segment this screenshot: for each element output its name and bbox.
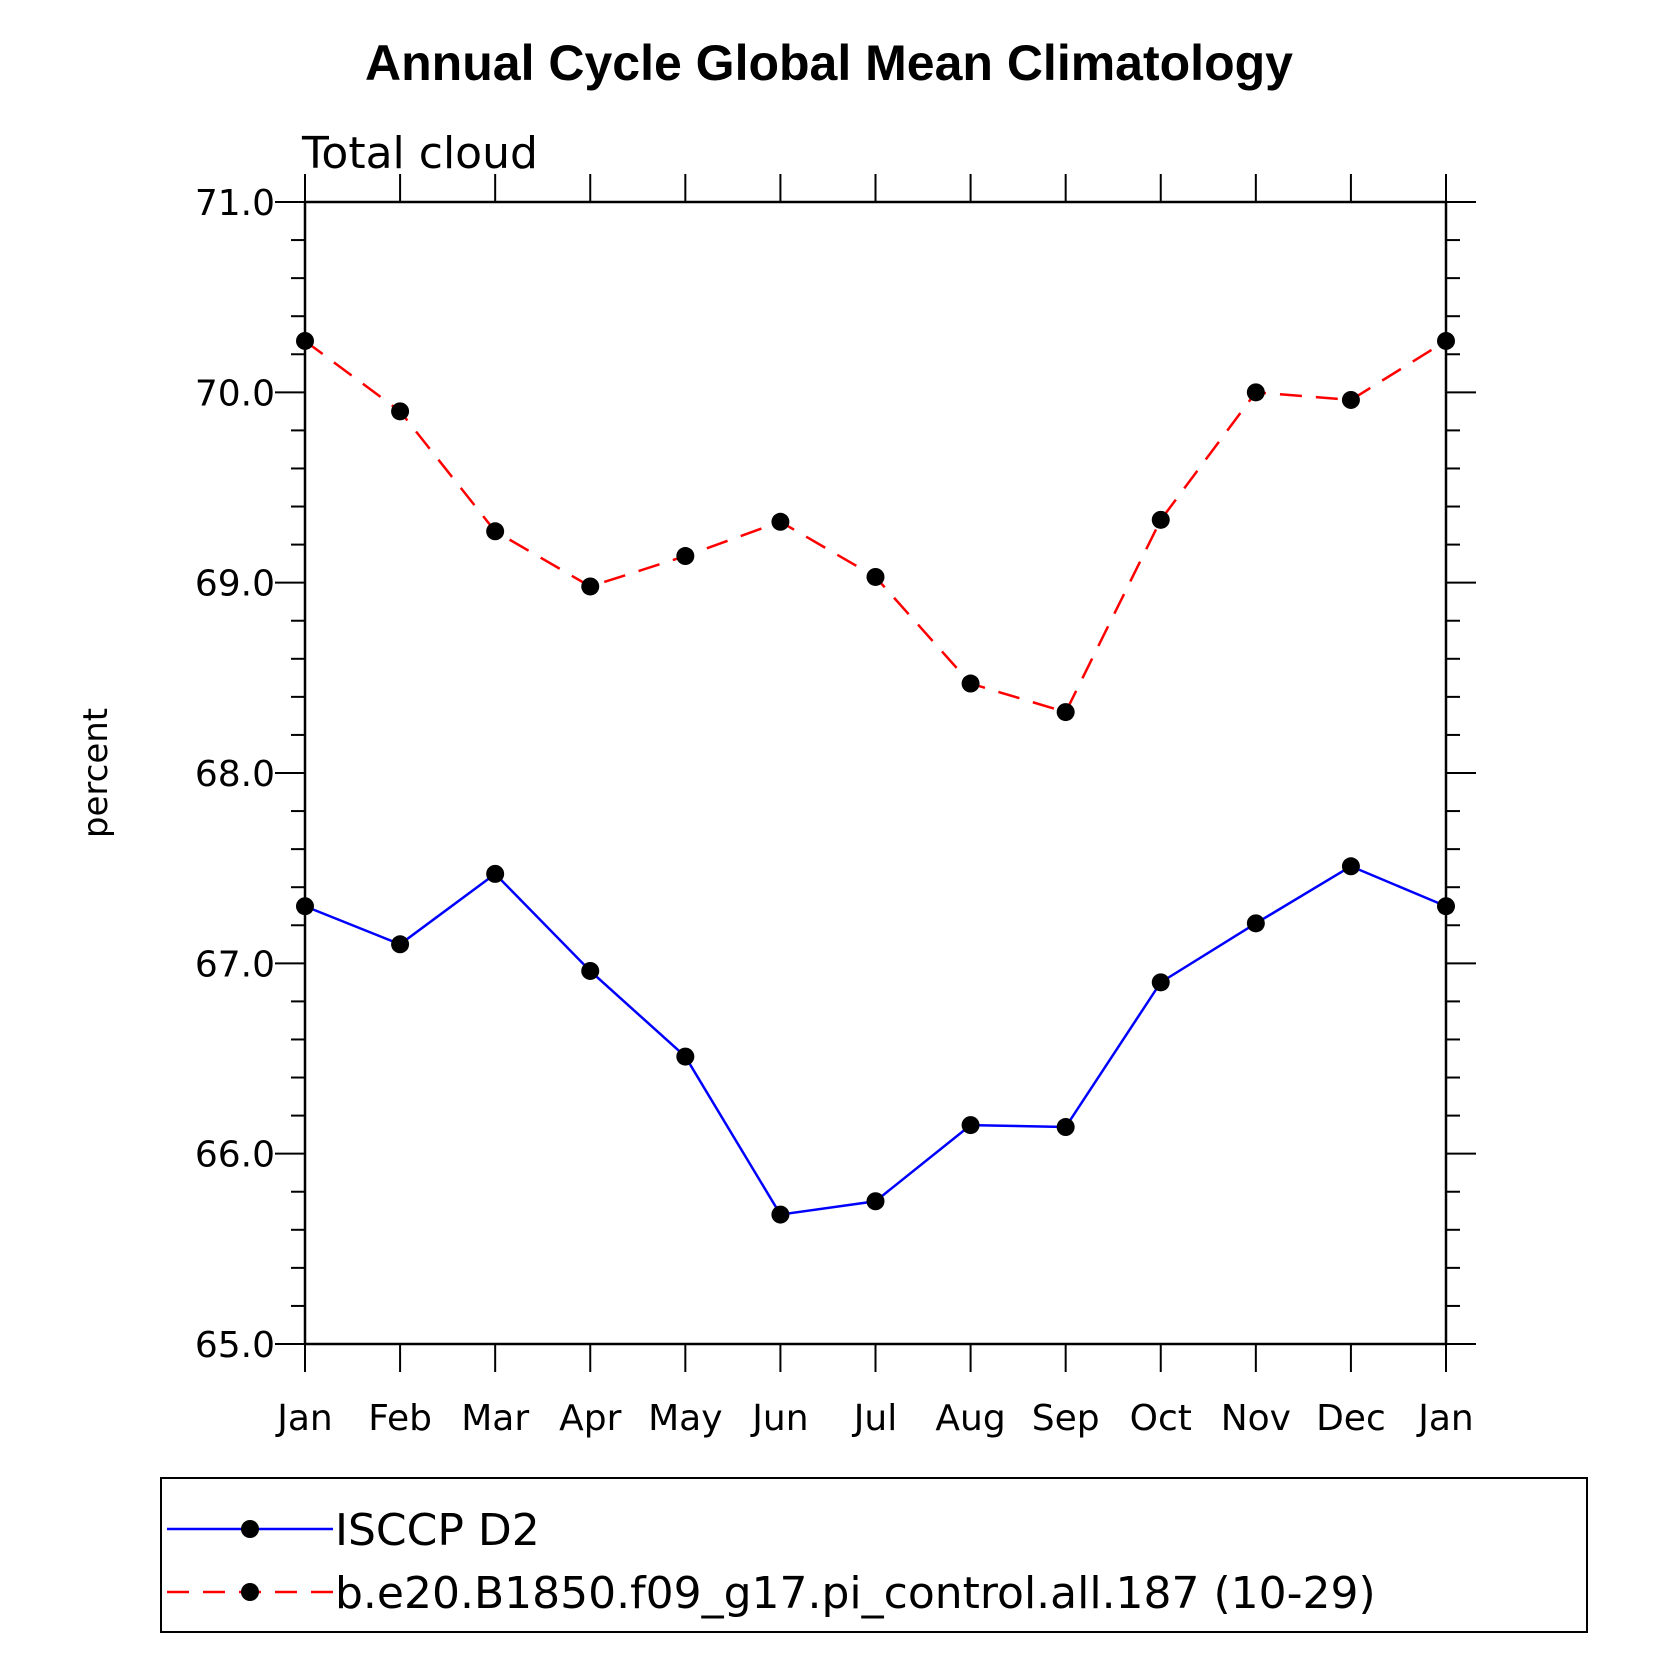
legend-label-1: b.e20.B1850.f09_g17.pi_control.all.187 (…: [335, 1568, 1376, 1619]
y-axis-label: percent: [76, 708, 116, 838]
x-tick-label: Oct: [1130, 1398, 1192, 1439]
x-tick-label: Aug: [935, 1398, 1005, 1439]
series-0-point: [771, 1205, 790, 1224]
x-tick-label: Jul: [852, 1398, 897, 1439]
series-1-point: [1341, 390, 1360, 409]
legend-label-0: ISCCP D2: [335, 1505, 540, 1556]
series-1-point: [296, 331, 314, 350]
series-1-point: [1056, 703, 1075, 722]
y-tick-label: 70.0: [195, 373, 275, 414]
series-layer: [296, 331, 1455, 1224]
series-1-point: [1151, 510, 1170, 529]
series-0-point: [1056, 1118, 1075, 1137]
series-0-point: [1341, 857, 1360, 876]
series-line-1: [304, 339, 1447, 714]
series-1-point: [771, 512, 790, 531]
series-1-point: [676, 547, 695, 566]
series-line-0: [304, 864, 1447, 1216]
series-1-point: [486, 522, 505, 541]
series-0-point: [581, 961, 600, 980]
x-tick-label: Sep: [1032, 1398, 1100, 1439]
series-1-point: [581, 577, 600, 596]
x-tick-label: Jun: [750, 1398, 808, 1439]
x-tick-label: Apr: [559, 1398, 621, 1439]
series-0-point: [676, 1047, 695, 1066]
series-0-point: [296, 897, 314, 916]
plot-border: [303, 200, 1448, 1346]
legend-marker-0: [241, 1520, 259, 1538]
x-tick-label: May: [648, 1398, 722, 1439]
series-1-point: [1246, 383, 1265, 402]
series-0-point: [866, 1192, 885, 1211]
y-tick-label: 71.0: [195, 183, 275, 224]
x-tick-label: Nov: [1221, 1398, 1291, 1439]
legend: ISCCP D2 b.e20.B1850.f09_g17.pi_control.a…: [160, 1477, 1588, 1633]
x-tick-label: Jan: [1416, 1398, 1474, 1439]
y-tick-label: 66.0: [195, 1135, 275, 1176]
series-0-point: [1246, 914, 1265, 933]
y-axis-ticks: 65.0 66.0 67.0 68.0 69.0 70.0 71.0: [195, 183, 1476, 1366]
x-tick-label: Jan: [275, 1398, 333, 1439]
y-tick-label: 69.0: [195, 564, 275, 605]
x-tick-label: Mar: [461, 1398, 529, 1439]
legend-marker-1: [241, 1583, 259, 1601]
series-0-point: [391, 935, 410, 954]
series-1-point: [961, 674, 980, 693]
series-0-point: [486, 864, 505, 883]
x-axis-ticks: Jan Feb Mar Apr May Jun Jul Aug Sep Oct Nov Dec Jan: [275, 174, 1474, 1439]
y-tick-label: 65.0: [195, 1325, 275, 1366]
series-1-point: [391, 402, 410, 421]
chart-subtitle: Total cloud: [301, 128, 538, 179]
y-tick-label: 68.0: [195, 754, 275, 795]
series-0-point: [1151, 973, 1170, 992]
y-tick-label: 67.0: [195, 944, 275, 985]
chart-title: Annual Cycle Global Mean Climatology: [365, 35, 1293, 91]
series-0-point: [961, 1116, 980, 1135]
legend-box: [160, 1477, 1588, 1633]
x-tick-label: Feb: [368, 1398, 432, 1439]
series-1-point: [866, 567, 885, 586]
series-0-point: [1437, 897, 1455, 916]
plot-frame: [303, 200, 1448, 1346]
series-1-point: [1437, 331, 1455, 350]
x-tick-label: Dec: [1316, 1398, 1386, 1439]
